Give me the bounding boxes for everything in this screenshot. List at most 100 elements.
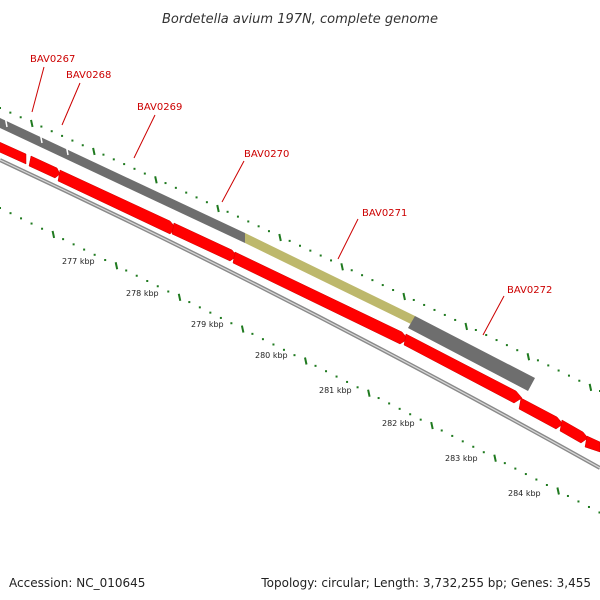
outer-tick-minor bbox=[0, 107, 1, 109]
inner-tick-major bbox=[430, 421, 434, 430]
outer-tick-major bbox=[278, 233, 282, 242]
outer-tick-major bbox=[216, 204, 220, 213]
outer-tick-minor bbox=[40, 125, 43, 128]
inner-tick-minor bbox=[419, 418, 422, 421]
gene-label-bav0267[interactable]: BAV0267 bbox=[30, 54, 75, 65]
inner-tick-minor bbox=[472, 445, 475, 448]
cds-feature[interactable] bbox=[584, 435, 600, 453]
outer-tick-minor bbox=[164, 182, 167, 185]
outer-tick-minor bbox=[174, 186, 177, 189]
outer-tick-minor bbox=[19, 116, 22, 119]
inner-tick-major bbox=[51, 230, 56, 239]
inner-tick-minor bbox=[545, 484, 548, 487]
outer-tick-minor bbox=[288, 239, 291, 242]
inner-tick-minor bbox=[156, 285, 159, 288]
kbp-tick-label: 283 kbp bbox=[445, 454, 478, 463]
cds-feature[interactable] bbox=[403, 333, 523, 404]
outer-tick-minor bbox=[185, 191, 188, 194]
outer-tick-minor bbox=[433, 308, 436, 311]
inner-tick-minor bbox=[314, 364, 317, 367]
outer-tick-minor bbox=[381, 284, 384, 287]
outer-tick-minor bbox=[557, 369, 560, 372]
inner-tick-minor bbox=[377, 397, 380, 400]
inner-tick-minor bbox=[482, 451, 485, 454]
outer-tick-minor bbox=[505, 344, 508, 347]
cds-feature[interactable] bbox=[559, 419, 589, 444]
outer-tick-minor bbox=[195, 196, 198, 199]
outer-tick-minor bbox=[330, 259, 333, 262]
inner-tick-minor bbox=[409, 413, 412, 416]
inner-tick-minor bbox=[20, 217, 23, 220]
kbp-tick-label: 278 kbp bbox=[126, 289, 159, 298]
inner-tick-minor bbox=[451, 434, 454, 437]
outer-tick-minor bbox=[143, 172, 146, 175]
inner-tick-minor bbox=[325, 370, 328, 373]
inner-tick-minor bbox=[356, 386, 359, 389]
map-title: Bordetella avium 197N, complete genome bbox=[162, 12, 438, 27]
inner-tick-minor bbox=[125, 269, 128, 272]
inner-tick-major bbox=[493, 454, 497, 462]
outer-tick-major bbox=[526, 353, 531, 361]
kbp-tick-label: 284 kbp bbox=[508, 489, 541, 498]
inner-tick-minor bbox=[346, 380, 349, 383]
inner-tick-minor bbox=[272, 343, 275, 346]
inner-tick-minor bbox=[293, 354, 296, 357]
outer-tick-minor bbox=[392, 289, 395, 292]
cds-feature[interactable] bbox=[0, 140, 27, 165]
gene-feature-left[interactable] bbox=[0, 118, 245, 243]
inner-tick-major bbox=[304, 357, 308, 365]
outer-tick-major bbox=[464, 322, 468, 331]
kbp-tick-label: 277 kbp bbox=[62, 257, 95, 266]
outer-tick-minor bbox=[371, 279, 374, 282]
cds-feature[interactable] bbox=[171, 222, 238, 262]
inner-tick-minor bbox=[230, 322, 233, 325]
inner-tick-minor bbox=[104, 259, 107, 262]
outer-tick-major bbox=[154, 176, 158, 184]
accession-text: Accession: NC_010645 bbox=[9, 576, 146, 590]
gene-label-leader bbox=[31, 66, 45, 113]
outer-tick-minor bbox=[71, 139, 74, 142]
genome-summary-text: Topology: circular; Length: 3,732,255 bp… bbox=[261, 576, 591, 590]
kbp-tick-label: 281 kbp bbox=[319, 386, 352, 395]
outer-tick-minor bbox=[443, 313, 446, 316]
outer-tick-major bbox=[92, 147, 96, 156]
outer-tick-major bbox=[402, 292, 406, 301]
outer-tick-minor bbox=[516, 349, 519, 352]
gene-feature-right[interactable] bbox=[408, 316, 535, 391]
gene-label-bav0268[interactable]: BAV0268 bbox=[66, 70, 111, 81]
gene-label-bav0269[interactable]: BAV0269 bbox=[137, 102, 182, 113]
inner-tick-major bbox=[114, 262, 119, 270]
gene-label-bav0271[interactable]: BAV0271 bbox=[362, 208, 407, 219]
inner-tick-minor bbox=[261, 338, 264, 341]
inner-tick-minor bbox=[83, 248, 86, 251]
gene-label-bav0272[interactable]: BAV0272 bbox=[507, 285, 552, 296]
inner-tick-minor bbox=[566, 494, 569, 497]
inner-tick-minor bbox=[0, 207, 1, 209]
inner-tick-minor bbox=[251, 332, 254, 335]
inner-tick-minor bbox=[514, 467, 517, 470]
gene-boundary bbox=[65, 143, 69, 156]
outer-tick-minor bbox=[247, 220, 250, 223]
inner-tick-minor bbox=[219, 316, 222, 319]
outer-tick-minor bbox=[412, 298, 415, 301]
outer-tick-major bbox=[340, 263, 344, 271]
inner-tick-minor bbox=[461, 440, 464, 443]
inner-tick-minor bbox=[72, 243, 75, 246]
cds-feature[interactable] bbox=[518, 397, 564, 430]
gene-feature-highlighted[interactable] bbox=[245, 233, 415, 326]
outer-tick-minor bbox=[309, 249, 312, 252]
cds-feature[interactable] bbox=[28, 155, 61, 179]
outer-tick-minor bbox=[9, 111, 12, 114]
inner-tick-minor bbox=[30, 222, 33, 225]
outer-tick-minor bbox=[61, 134, 64, 137]
inner-tick-minor bbox=[93, 253, 96, 256]
inner-tick-minor bbox=[398, 407, 401, 410]
outer-tick-minor bbox=[50, 130, 53, 133]
inner-tick-minor bbox=[167, 290, 170, 293]
gene-label-bav0270[interactable]: BAV0270 bbox=[244, 149, 289, 160]
inner-tick-minor bbox=[335, 375, 338, 378]
inner-tick-minor bbox=[587, 505, 590, 508]
kbp-tick-label: 279 kbp bbox=[191, 320, 224, 329]
cds-feature[interactable] bbox=[232, 251, 409, 345]
